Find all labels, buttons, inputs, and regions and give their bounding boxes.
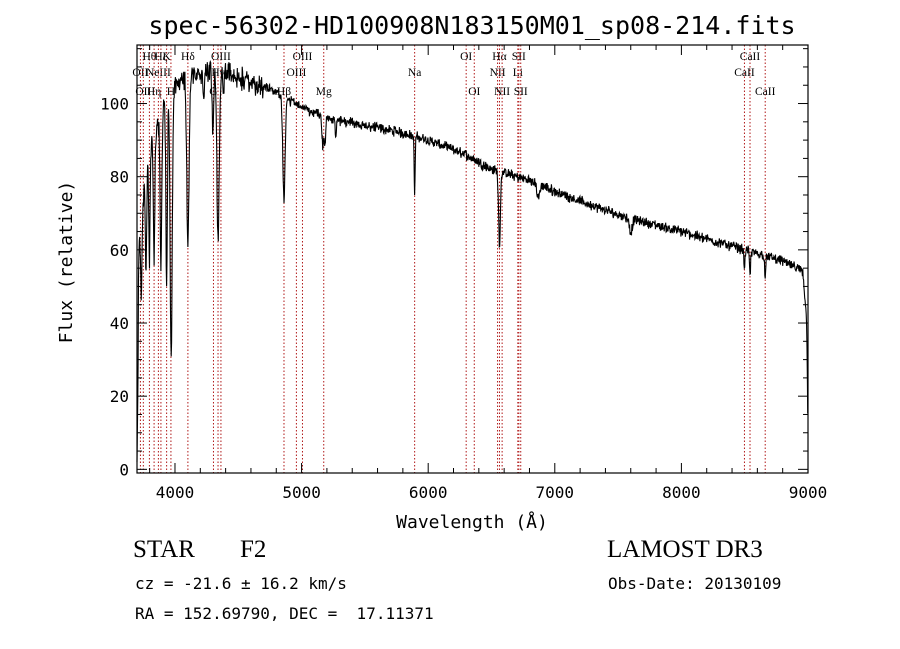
y-tick-label: 60 [110, 241, 129, 260]
x-tick-label: 8000 [662, 483, 701, 502]
line-marker-label-17: OI [460, 51, 472, 63]
spectral-subclass: F2 [240, 536, 267, 563]
line-marker-label-6: K [162, 51, 171, 63]
line-marker-label-20: Hα [492, 51, 506, 63]
line-marker-label-4: NeIII [146, 67, 171, 79]
x-tick-label: 6000 [409, 483, 448, 502]
spectrum-group [136, 59, 809, 463]
y-tick-label: 80 [110, 168, 129, 187]
line-marker-label-19: NII [490, 67, 506, 79]
line-marker-label-26: CaII [740, 51, 761, 63]
chart-title: spec-56302-HD100908N183150M01_sp08-214.f… [148, 11, 795, 40]
line-marker-label-25: CaII [734, 67, 755, 79]
line-marker-label-3: Hη [147, 86, 161, 98]
coordinates: RA = 152.69790, DEC = 17.11371 [135, 604, 434, 623]
x-axis-label: Wavelength (Å) [396, 511, 548, 533]
line-marker-label-13: OIII [286, 67, 306, 79]
line-marker-label-15: Mg [316, 86, 332, 98]
y-tick-label: 20 [110, 387, 129, 406]
y-tick-label: 0 [119, 460, 129, 479]
line-marker-label-9: G [209, 86, 217, 98]
y-axis-label: Flux (relative) [56, 181, 77, 344]
line-marker-label-2: Hθ [142, 51, 156, 63]
spectrum-line [136, 59, 809, 463]
line-marker-label-18: OI [468, 86, 480, 98]
axes-group: 4000 5000 6000 7000 8000 9000 0 20 40 60 80 100 [100, 44, 828, 502]
x-tick-label: 7000 [536, 483, 575, 502]
line-marker-label-8: Hδ [181, 51, 195, 63]
x-tick-label: 4000 [156, 483, 195, 502]
line-marker-label-5: Hζ [154, 51, 167, 63]
line-marker-label-27: CaII [755, 86, 776, 98]
line-marker-label-14: OIII [293, 51, 313, 63]
y-tick-label: 100 [100, 95, 129, 114]
line-marker-label-23: SII [512, 51, 526, 63]
object-class: STAR [133, 536, 195, 563]
y-tick-label: 40 [110, 314, 129, 333]
line-marker-label-22: Li [513, 67, 523, 79]
x-tick-label: 9000 [789, 483, 828, 502]
line-marker-label-21: NII [494, 86, 510, 98]
plot-frame [136, 44, 809, 474]
observation-date: Obs-Date: 20130109 [608, 574, 782, 593]
line-marker-label-24: SII [514, 86, 528, 98]
redshift-value: cz = -21.6 ± 16.2 km/s [135, 574, 347, 593]
line-marker-label-7: H [167, 86, 175, 98]
line-marker-label-11: OIII [211, 51, 231, 63]
line-marker-label-1: OII [135, 86, 151, 98]
line-marker-label-16: Na [408, 67, 421, 79]
line-marker-group: OIIOIIHθHηNeIIIHζKHHδGHγOIIIHβOIIIOIIIMg… [132, 45, 776, 473]
x-tick-label: 5000 [282, 483, 321, 502]
survey-name: LAMOST DR3 [607, 536, 763, 563]
